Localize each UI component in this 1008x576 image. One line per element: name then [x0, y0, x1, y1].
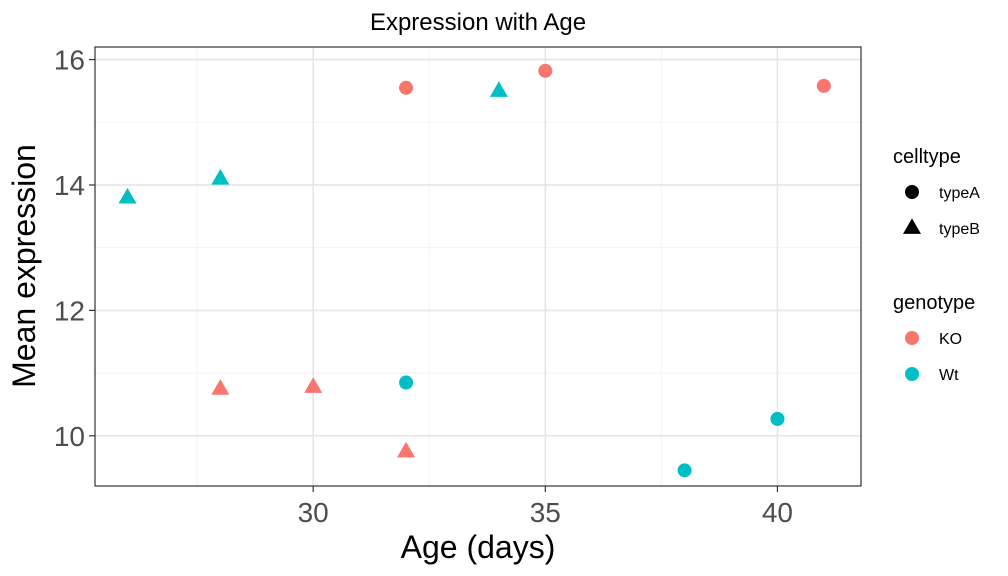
legend-title: genotype: [893, 292, 975, 314]
legend-key-circle: [905, 185, 919, 199]
y-tick-label: 16: [54, 45, 85, 76]
y-axis-ticks: 10 12 14 16: [54, 45, 95, 452]
x-axis-ticks: 30 35 40: [298, 486, 793, 528]
x-tick-label: 35: [530, 497, 561, 528]
legend-label: typeB: [939, 221, 980, 238]
legend-label: KO: [939, 331, 962, 348]
data-point-triangle: [211, 169, 230, 185]
x-tick-label: 40: [762, 497, 793, 528]
legend-title: celltype: [893, 146, 961, 168]
legend-key-circle: [905, 331, 919, 345]
y-axis-title: Mean expression: [6, 144, 42, 388]
chart-title: Expression with Age: [370, 9, 586, 36]
data-point-circle: [538, 63, 553, 78]
x-axis-title: Age (days): [401, 529, 556, 565]
data-point-triangle: [489, 81, 508, 97]
data-point-circle: [816, 78, 831, 93]
data-point-circle: [770, 411, 785, 426]
y-tick-label: 12: [54, 295, 85, 326]
y-tick-label: 14: [54, 170, 85, 201]
legend-label: typeA: [939, 185, 980, 202]
legend: celltype typeA typeB genotype KO Wt: [893, 146, 980, 384]
major-gridlines: [95, 47, 861, 486]
data-point-triangle: [211, 379, 230, 395]
legend-key-circle: [905, 367, 919, 381]
data-point-circle: [677, 463, 692, 478]
plot-panel: [95, 47, 861, 486]
data-points: [118, 63, 831, 478]
data-point-circle: [399, 80, 414, 95]
y-tick-label: 10: [54, 421, 85, 452]
data-point-triangle: [304, 377, 323, 393]
data-point-triangle: [397, 441, 416, 458]
data-point-triangle: [118, 187, 137, 204]
legend-label: Wt: [939, 367, 959, 384]
legend-key-triangle: [903, 218, 921, 234]
x-tick-label: 30: [298, 497, 329, 528]
plot-border: [94, 46, 862, 487]
data-point-circle: [399, 375, 414, 390]
minor-gridlines: [95, 47, 861, 486]
